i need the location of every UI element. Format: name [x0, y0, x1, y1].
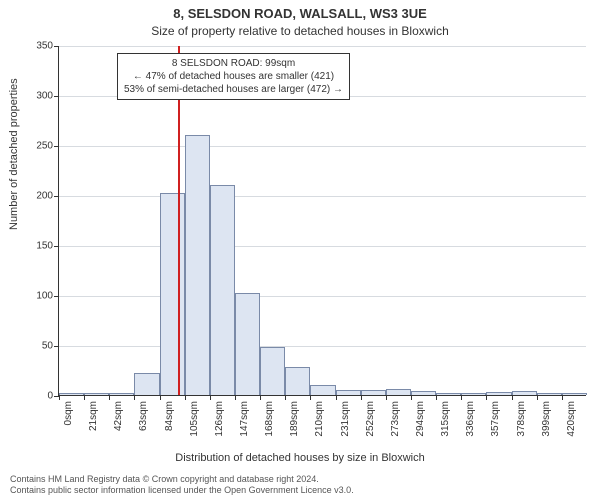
histogram-bar	[109, 393, 134, 395]
y-tick-label: 100	[36, 291, 53, 302]
plot-area-wrapper: 0501001502002503003500sqm21sqm42sqm63sqm…	[58, 46, 586, 396]
x-tick-label: 105sqm	[189, 401, 200, 437]
x-tick-mark	[386, 395, 387, 400]
x-axis-label: Distribution of detached houses by size …	[0, 452, 600, 464]
x-tick-label: 147sqm	[239, 401, 250, 437]
x-tick-mark	[310, 395, 311, 400]
histogram-bar	[336, 390, 361, 395]
gridline	[59, 296, 586, 297]
gridline	[59, 146, 586, 147]
x-tick-mark	[235, 395, 236, 400]
x-tick-label: 126sqm	[214, 401, 225, 437]
y-tick-label: 200	[36, 191, 53, 202]
histogram-bar	[461, 393, 486, 395]
y-tick-mark	[54, 146, 59, 147]
histogram-bar	[361, 390, 386, 395]
y-tick-mark	[54, 296, 59, 297]
x-tick-mark	[361, 395, 362, 400]
footer-line-2: Contains public sector information licen…	[10, 485, 590, 496]
x-tick-mark	[109, 395, 110, 400]
footer: Contains HM Land Registry data © Crown c…	[10, 474, 590, 497]
x-tick-mark	[411, 395, 412, 400]
x-tick-mark	[336, 395, 337, 400]
x-tick-label: 378sqm	[516, 401, 527, 437]
title-main: 8, SELSDON ROAD, WALSALL, WS3 3UE	[0, 6, 600, 21]
x-tick-label: 231sqm	[340, 401, 351, 437]
histogram-bar	[386, 389, 411, 395]
annotation-line-1: 8 SELSDON ROAD: 99sqm	[124, 57, 343, 70]
footer-line-1: Contains HM Land Registry data © Crown c…	[10, 474, 590, 485]
x-tick-mark	[537, 395, 538, 400]
histogram-bar	[310, 385, 335, 395]
x-tick-label: 420sqm	[566, 401, 577, 437]
histogram-bar	[210, 185, 235, 395]
x-tick-label: 168sqm	[264, 401, 275, 437]
histogram-bar	[235, 293, 260, 395]
x-tick-label: 357sqm	[490, 401, 501, 437]
x-tick-label: 21sqm	[88, 401, 99, 431]
x-tick-label: 399sqm	[541, 401, 552, 437]
x-tick-label: 315sqm	[440, 401, 451, 437]
y-tick-label: 250	[36, 141, 53, 152]
y-tick-label: 0	[47, 391, 53, 402]
y-tick-mark	[54, 246, 59, 247]
x-tick-mark	[185, 395, 186, 400]
x-tick-label: 84sqm	[164, 401, 175, 431]
x-tick-mark	[461, 395, 462, 400]
histogram-bar	[512, 391, 537, 395]
x-tick-label: 252sqm	[365, 401, 376, 437]
histogram-bar	[185, 135, 210, 395]
x-tick-label: 42sqm	[113, 401, 124, 431]
histogram-bar	[537, 393, 562, 395]
histogram-bar	[84, 393, 109, 395]
y-axis-label: Number of detached properties	[8, 78, 20, 230]
gridline	[59, 246, 586, 247]
y-tick-mark	[54, 196, 59, 197]
histogram-bar	[562, 393, 587, 395]
histogram-bar	[260, 347, 285, 395]
y-tick-label: 350	[36, 41, 53, 52]
histogram-bar	[160, 193, 185, 395]
y-tick-mark	[54, 346, 59, 347]
annotation-box: 8 SELSDON ROAD: 99sqm ← 47% of detached …	[117, 53, 350, 100]
x-tick-label: 273sqm	[390, 401, 401, 437]
y-tick-mark	[54, 46, 59, 47]
x-tick-mark	[84, 395, 85, 400]
x-tick-label: 294sqm	[415, 401, 426, 437]
x-tick-mark	[486, 395, 487, 400]
histogram-bar	[436, 393, 461, 395]
histogram-bar	[134, 373, 159, 395]
gridline	[59, 196, 586, 197]
histogram-bar	[411, 391, 436, 395]
y-tick-label: 50	[42, 341, 53, 352]
plot-area: 0501001502002503003500sqm21sqm42sqm63sqm…	[58, 46, 586, 396]
chart-container: 8, SELSDON ROAD, WALSALL, WS3 3UE Size o…	[0, 0, 600, 500]
x-tick-mark	[160, 395, 161, 400]
x-tick-label: 0sqm	[63, 401, 74, 425]
x-tick-mark	[59, 395, 60, 400]
y-tick-label: 150	[36, 241, 53, 252]
title-sub: Size of property relative to detached ho…	[0, 24, 600, 38]
gridline	[59, 346, 586, 347]
x-tick-mark	[562, 395, 563, 400]
x-tick-label: 189sqm	[289, 401, 300, 437]
x-tick-mark	[436, 395, 437, 400]
x-tick-label: 210sqm	[314, 401, 325, 437]
x-tick-mark	[210, 395, 211, 400]
annotation-line-3: 53% of semi-detached houses are larger (…	[124, 83, 343, 96]
x-tick-mark	[285, 395, 286, 400]
x-tick-label: 336sqm	[465, 401, 476, 437]
histogram-bar	[486, 392, 511, 395]
annotation-line-2: ← 47% of detached houses are smaller (42…	[124, 70, 343, 83]
x-tick-mark	[134, 395, 135, 400]
gridline	[59, 46, 586, 47]
x-tick-label: 63sqm	[138, 401, 149, 431]
histogram-bar	[285, 367, 310, 395]
x-tick-mark	[260, 395, 261, 400]
x-tick-mark	[512, 395, 513, 400]
histogram-bar	[59, 393, 84, 395]
y-tick-label: 300	[36, 91, 53, 102]
y-tick-mark	[54, 96, 59, 97]
